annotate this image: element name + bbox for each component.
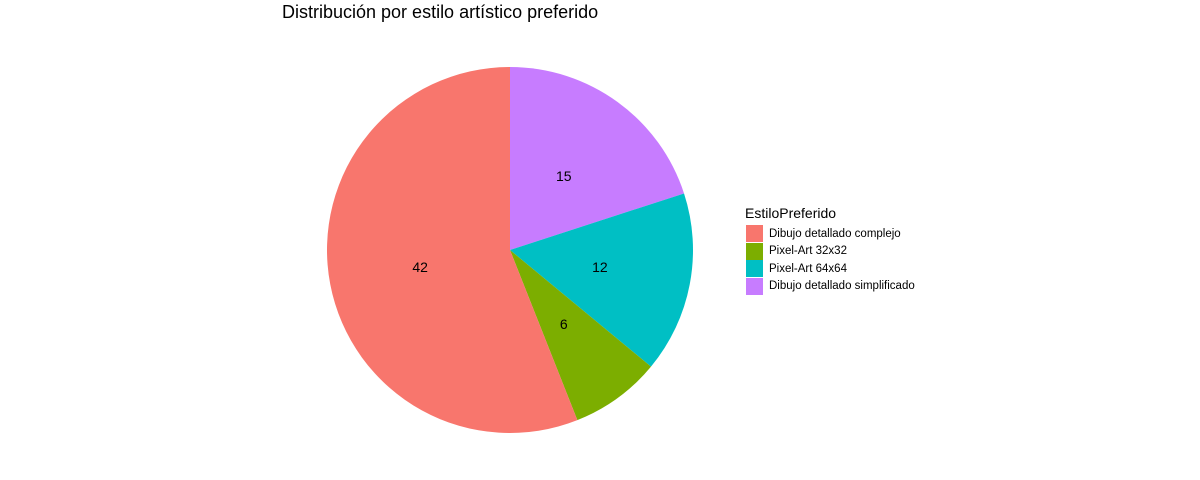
legend-label-pixel-art-32x32: Pixel-Art 32x32 <box>769 245 847 258</box>
legend-label-dibujo-detallado-complejo: Dibujo detallado complejo <box>769 227 901 240</box>
chart-title: Distribución por estilo artístico prefer… <box>282 2 599 22</box>
slice-label-dibujo-detallado-simplificado: 15 <box>556 168 572 184</box>
pie-slice-labels: 15 12 6 42 <box>412 168 608 332</box>
legend-key-dibujo-detallado-simplificado <box>746 277 763 295</box>
legend-item-dibujo-detallado-complejo: Dibujo detallado complejo <box>745 225 915 243</box>
legend-item-pixel-art-64x64: Pixel-Art 64x64 <box>745 260 915 278</box>
legend-label-dibujo-detallado-simplificado: Dibujo detallado simplificado <box>769 280 915 293</box>
pie-slice-dibujo-detallado-simplificado <box>510 67 685 250</box>
pie-slice-pixel-art-32x32 <box>510 250 652 421</box>
legend-items: Dibujo detallado complejo Pixel-Art 32x32… <box>745 225 915 295</box>
slice-label-dibujo-detallado-complejo: 42 <box>412 259 428 275</box>
legend-item-dibujo-detallado-simplificado: Dibujo detallado simplificado <box>745 277 915 296</box>
legend-label-pixel-art-64x64: Pixel-Art 64x64 <box>769 262 847 275</box>
legend-item-pixel-art-32x32: Pixel-Art 32x32 <box>745 242 915 261</box>
pie-slice-pixel-art-64x64 <box>510 193 693 367</box>
legend-title: EstiloPreferido <box>745 205 837 221</box>
slice-label-pixel-art-32x32: 6 <box>560 316 568 332</box>
pie-slices <box>327 67 693 433</box>
legend-key-dibujo-detallado-complejo <box>746 225 763 243</box>
pie-slice-dibujo-detallado-complejo <box>327 67 578 433</box>
legend-key-pixel-art-64x64 <box>746 260 763 278</box>
slice-label-pixel-art-64x64: 12 <box>592 259 608 275</box>
legend: EstiloPreferido Dibujo detallado complej… <box>745 205 915 295</box>
legend-key-pixel-art-32x32 <box>746 242 763 260</box>
